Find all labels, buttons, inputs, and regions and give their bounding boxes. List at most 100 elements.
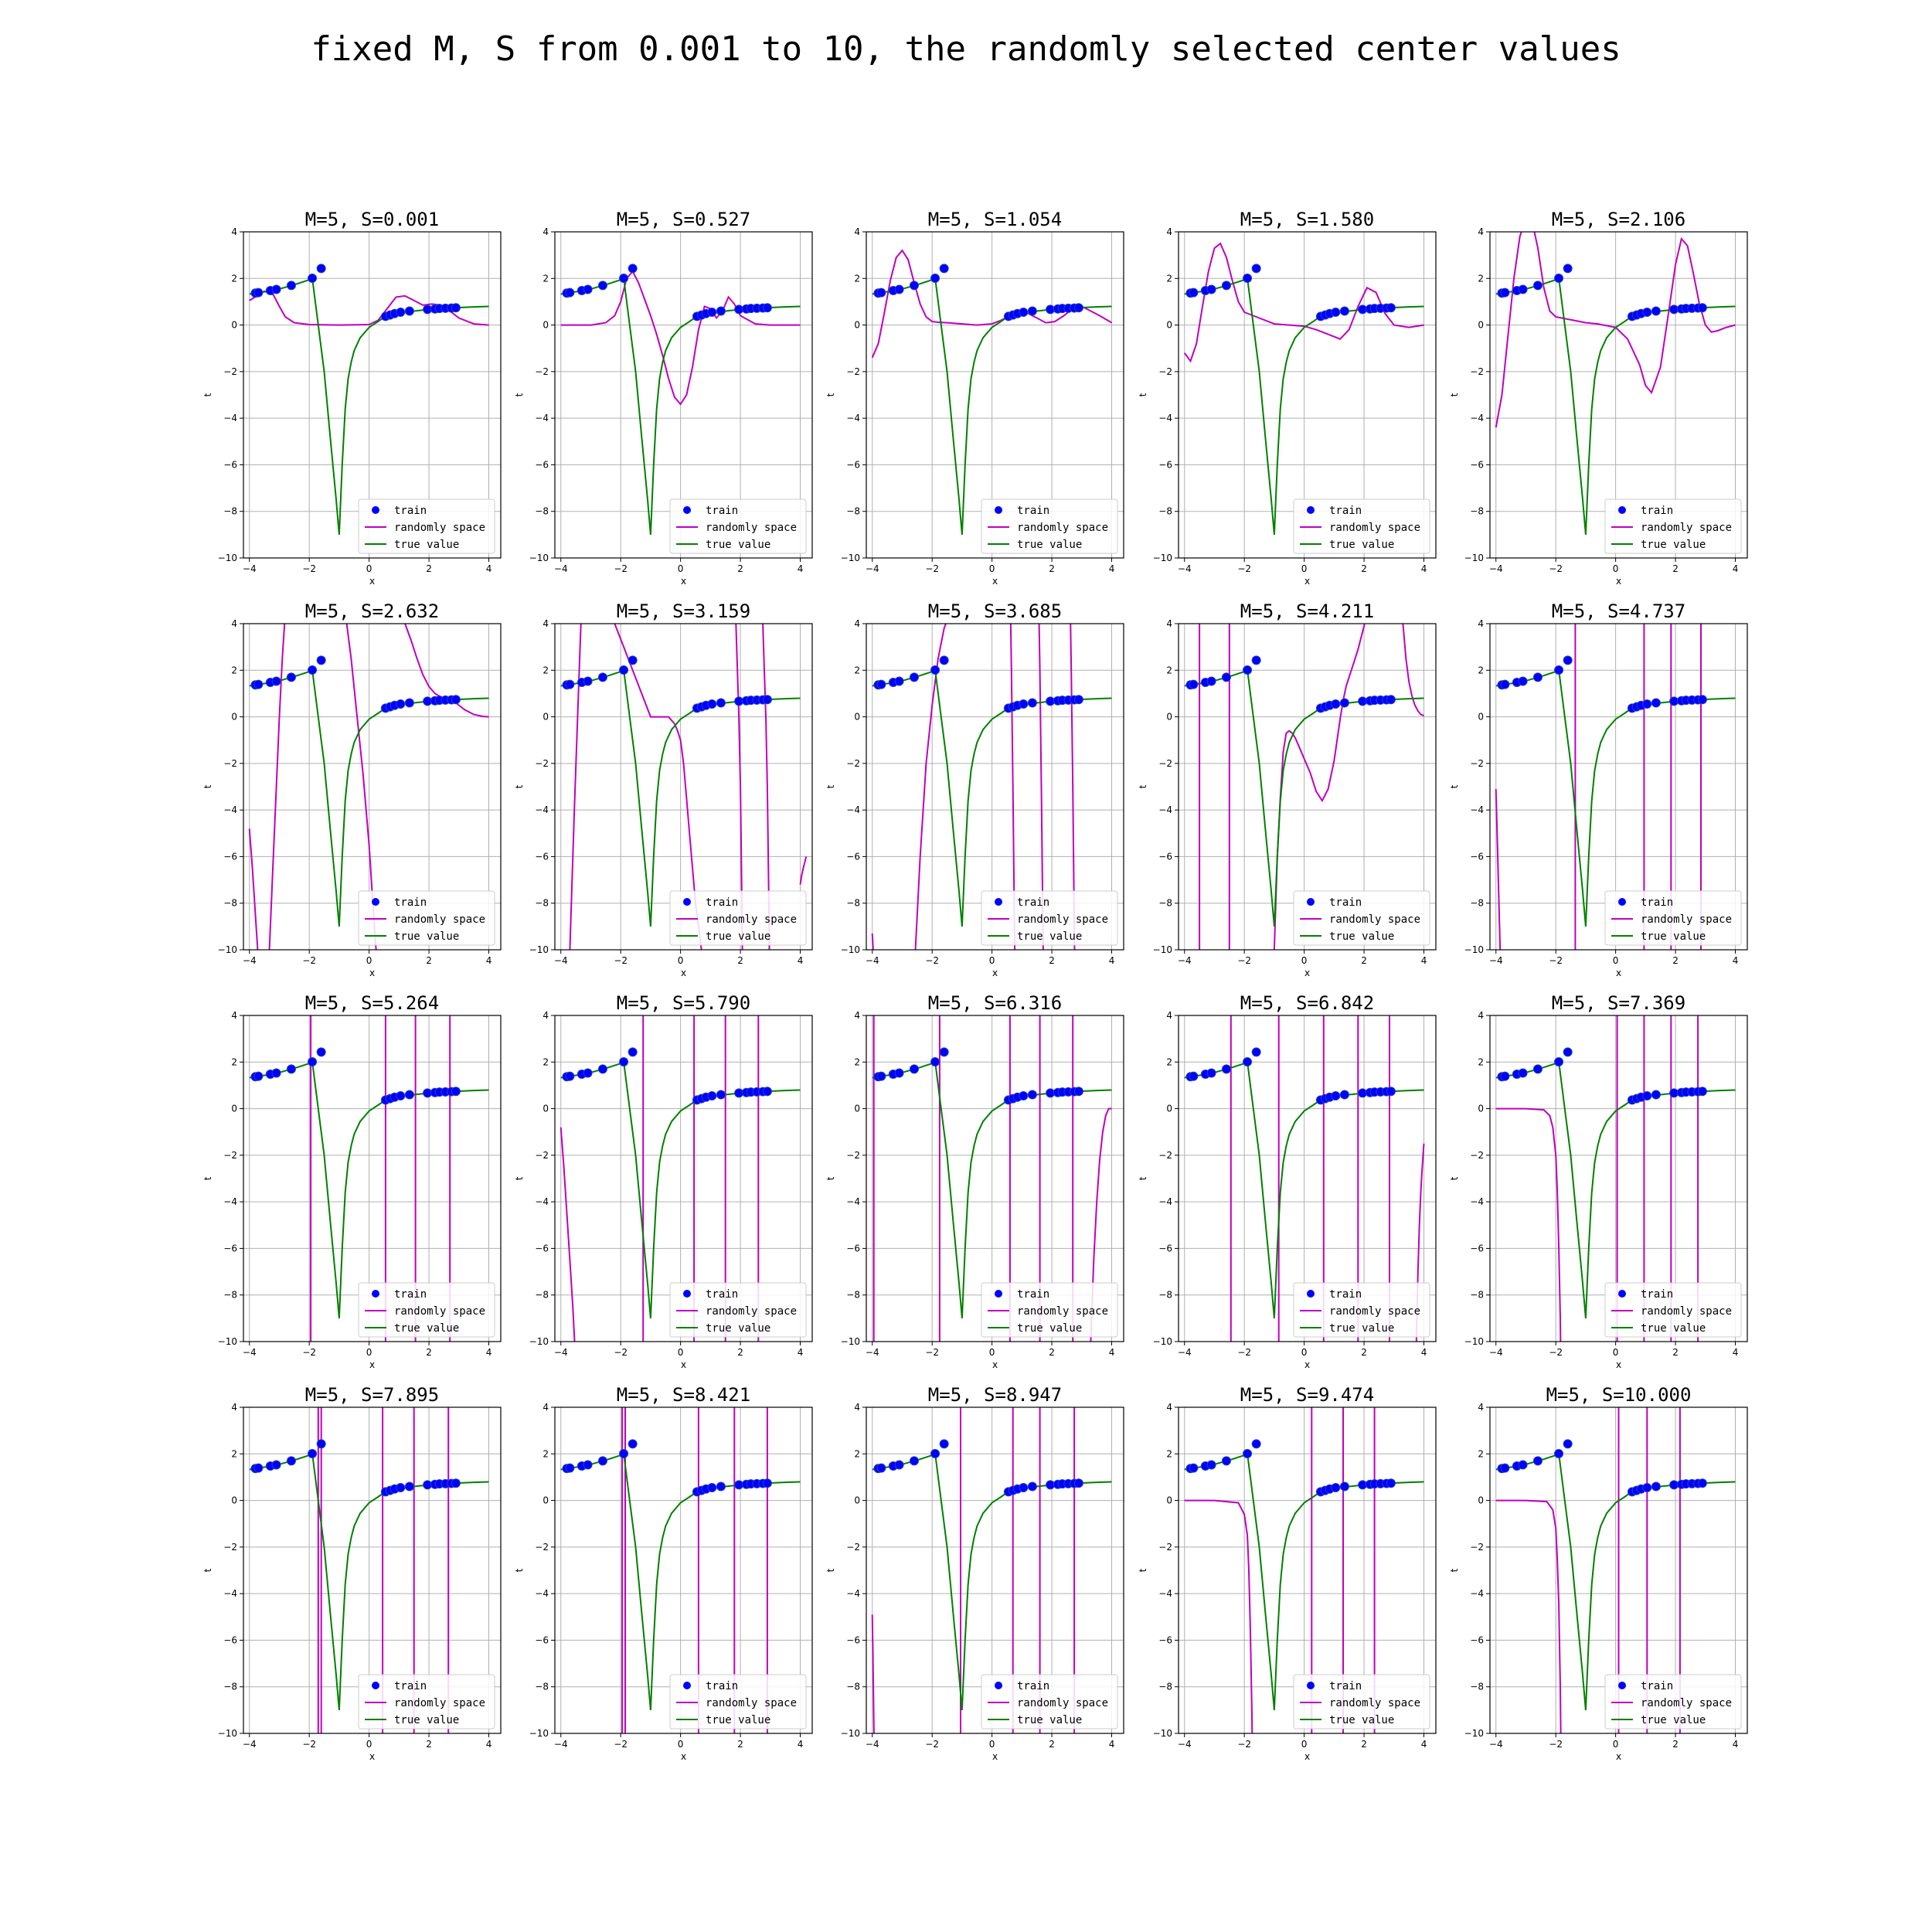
legend-marker-train [995, 1290, 1002, 1298]
legend-label: true value [1641, 1714, 1706, 1726]
axes-frame [1178, 231, 1437, 559]
x-axis-label: x [992, 1359, 998, 1370]
x-tick-label: −2 [614, 955, 628, 966]
legend-label: train [1329, 505, 1362, 517]
y-tick-label: −4 [1470, 1588, 1484, 1599]
train-point [1027, 698, 1037, 708]
train-point [1518, 1460, 1528, 1470]
y-tick-label: −4 [1158, 1588, 1172, 1599]
y-axis-label: t [1138, 784, 1148, 788]
train-point [1251, 264, 1261, 274]
train-point [308, 665, 318, 675]
subplot: M=5, S=5.790 −4 −2 0 2 4 −10 −8 −6 −4 −2 0 2 4 x t train… [514, 992, 813, 1370]
train-point [404, 1481, 414, 1492]
train-point [308, 273, 318, 283]
train-point [1189, 679, 1199, 689]
y-tick-label: −6 [535, 1243, 549, 1253]
train-point [1073, 695, 1083, 705]
subplot: M=5, S=2.632 −4 −2 0 2 4 −10 −8 −6 −4 −2 0 2 4 x t train… [202, 600, 502, 978]
legend-label: randomly space [1641, 1305, 1732, 1318]
y-tick-label: 4 [231, 618, 237, 629]
y-axis-label: t [1449, 1568, 1460, 1572]
train-point [716, 1481, 726, 1492]
legend-marker-train [372, 1290, 379, 1298]
x-tick-label: 4 [1421, 1347, 1427, 1358]
subplot-title: M=5, S=6.842 [1240, 992, 1374, 1014]
plot-area [1495, 624, 1736, 950]
y-tick-label: 2 [1166, 1056, 1172, 1067]
x-tick-label: −4 [1489, 1347, 1503, 1358]
train-point [583, 676, 593, 686]
legend-label: train [706, 1288, 738, 1301]
train-point [1189, 1463, 1199, 1473]
legend-marker-train [1307, 1682, 1315, 1689]
y-tick-label: −4 [223, 1588, 237, 1599]
y-tick-label: 0 [1166, 1104, 1172, 1114]
y-axis-label: t [1449, 393, 1460, 396]
legend-marker-train [995, 506, 1002, 514]
train-point [271, 676, 281, 686]
legend-label: randomly space [1641, 1697, 1732, 1709]
x-tick-label: −2 [1237, 563, 1251, 574]
y-tick-label: −6 [846, 851, 860, 862]
axes-frame [243, 623, 502, 951]
train-point [628, 1439, 638, 1449]
train-point [1386, 695, 1396, 705]
legend: train randomly space true value [1293, 890, 1430, 946]
train-point [1019, 307, 1029, 317]
y-tick-label: −2 [1158, 1542, 1172, 1553]
y-tick-label: −8 [1470, 506, 1484, 517]
legend: train randomly space true value [669, 890, 807, 946]
legend-label: train [1329, 1680, 1362, 1692]
y-tick-label: −2 [846, 1542, 860, 1553]
y-tick-label: −6 [846, 1634, 860, 1645]
x-tick-label: 4 [486, 955, 492, 966]
x-tick-label: 0 [989, 955, 995, 966]
legend-box [1293, 890, 1430, 946]
legend-label: train [1329, 1288, 1362, 1301]
subplot: M=5, S=4.211 −4 −2 0 2 4 −10 −8 −6 −4 −2 0 2 4 x t train… [1138, 600, 1437, 978]
legend-label: train [1017, 896, 1049, 909]
train-point [1073, 303, 1083, 313]
x-tick-label: 4 [486, 563, 492, 574]
plot-area [560, 1015, 801, 1342]
x-tick-label: 4 [1733, 1739, 1739, 1750]
y-tick-label: 0 [1166, 1495, 1172, 1506]
train-point [1500, 287, 1510, 298]
train-point [894, 1460, 904, 1470]
legend-box [1604, 498, 1742, 554]
axes-frame [1489, 1406, 1748, 1734]
plot-area [1184, 1407, 1424, 1733]
train-point [762, 1087, 772, 1097]
x-tick-label: 2 [1672, 1347, 1679, 1358]
randomly-space-line [317, 1407, 450, 1733]
train-point [876, 679, 886, 689]
x-tick-label: 2 [737, 955, 743, 966]
plot-area [871, 624, 1112, 950]
y-tick-label: 4 [1166, 226, 1172, 237]
x-tick-label: 0 [678, 1739, 684, 1750]
subplot-title: M=5, S=2.106 [1552, 209, 1685, 230]
subplot-title: M=5, S=1.580 [1240, 209, 1374, 230]
train-point [404, 306, 414, 316]
x-tick-label: −2 [1237, 1347, 1251, 1358]
train-point [396, 307, 406, 317]
y-tick-label: 2 [543, 665, 549, 675]
legend-label: train [1329, 896, 1362, 909]
y-tick-label: −8 [1470, 1290, 1484, 1301]
train-point [939, 1439, 949, 1449]
randomly-space-line [621, 1407, 768, 1733]
train-point [1206, 284, 1216, 294]
x-tick-label: 0 [1301, 1347, 1308, 1358]
y-tick-label: −6 [535, 459, 549, 470]
y-tick-label: −8 [1158, 1290, 1172, 1301]
subplot-title: M=5, S=10.000 [1546, 1384, 1692, 1406]
y-tick-label: −4 [535, 1196, 549, 1207]
y-tick-label: −10 [218, 944, 237, 955]
train-point [1251, 1047, 1261, 1057]
legend-label: randomly space [394, 522, 485, 534]
y-tick-label: 4 [1166, 1402, 1172, 1413]
x-axis-label: x [369, 968, 375, 978]
x-tick-label: 0 [1301, 955, 1308, 966]
axes-frame [866, 623, 1124, 951]
